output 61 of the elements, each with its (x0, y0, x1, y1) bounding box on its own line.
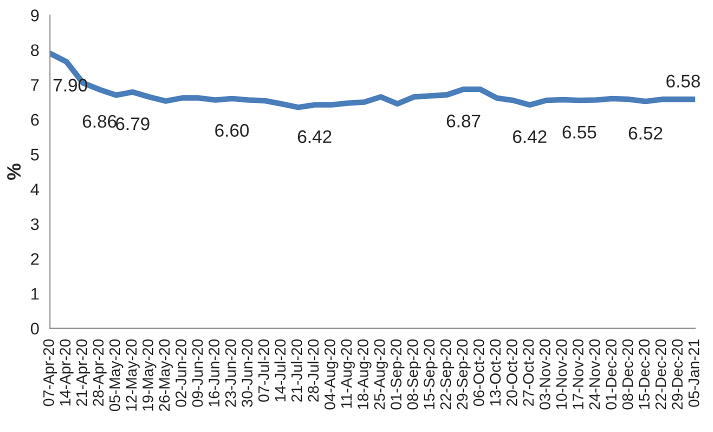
data-label: 6.52 (628, 126, 662, 140)
x-tick-label: 16-Jun-20 (208, 339, 220, 406)
x-tick-label: 08-Sep-20 (407, 339, 422, 410)
x-tick-label: 03-Nov-20 (540, 339, 550, 410)
y-tick-label: 7 (31, 79, 39, 91)
x-tick-label: 08-Dec-20 (622, 339, 634, 410)
x-tick-label: 12-May-20 (126, 339, 140, 411)
data-label: 6.42 (513, 130, 546, 144)
x-tick-label: 05-Jan-21 (688, 339, 700, 407)
data-label: 6.79 (116, 117, 150, 130)
x-tick-label: 20-Oct-20 (506, 339, 518, 406)
x-tick-label: 18-Aug-20 (358, 339, 372, 409)
data-label: 6.55 (562, 126, 596, 139)
y-axis-title: % (7, 164, 21, 180)
x-tick-label: 26-May-20 (159, 339, 173, 411)
x-tick-label: 15-Dec-20 (638, 339, 650, 409)
y-tick-label: 4 (30, 184, 40, 196)
x-tick-label: 28-Apr-20 (92, 339, 107, 406)
x-tick-label: 01-Dec-20 (606, 339, 617, 410)
x-tick-label: 05-May-20 (109, 339, 124, 412)
x-tick-label: 23-Jun-20 (225, 339, 236, 407)
x-tick-label: 06-Oct-20 (473, 339, 484, 406)
x-tick-label: 30-Jun-20 (242, 339, 253, 407)
x-tick-label: 13-Oct-20 (490, 339, 501, 406)
x-tick-label: 27-Oct-20 (523, 339, 534, 406)
x-tick-label: 24-Nov-20 (589, 339, 600, 410)
x-tick-label: 29-Sep-20 (456, 339, 471, 410)
x-tick-label: 22-Sep-20 (440, 339, 454, 410)
x-tick-label: 10-Nov-20 (556, 339, 567, 409)
x-tick-label: 28-Jul-20 (308, 339, 319, 402)
x-tick-label: 02-Jun-20 (176, 339, 186, 407)
y-tick-label: 9 (31, 10, 39, 22)
y-tick-label: 5 (30, 148, 39, 161)
x-tick-label: 01-Sep-20 (390, 339, 404, 410)
x-tick-label: 14-Apr-20 (60, 339, 74, 406)
x-tick-label: 04-Aug-20 (324, 339, 338, 410)
x-tick-label: 14-Jul-20 (274, 339, 286, 402)
data-label: 6.87 (446, 114, 480, 128)
x-tick-label: 21-Apr-20 (76, 339, 90, 406)
data-label: 7.90 (54, 78, 88, 92)
x-tick-label: 11-Aug-20 (341, 339, 355, 408)
data-label: 6.58 (666, 74, 700, 88)
data-label: 6.60 (215, 124, 249, 137)
x-tick-label: 07-Apr-20 (43, 339, 58, 406)
x-tick-label: 17-Nov-20 (572, 339, 584, 409)
x-tick-label: 09-Jun-20 (192, 339, 203, 407)
x-tick-label: 29-Dec-20 (672, 339, 683, 410)
x-tick-label: 07-Jul-20 (258, 339, 270, 402)
data-label: 6.42 (298, 130, 332, 144)
y-tick-label: 1 (31, 288, 39, 300)
x-tick-label: 22-Dec-20 (655, 339, 666, 410)
y-tick-label: 2 (31, 253, 39, 265)
x-tick-label: 21-Jul-20 (290, 339, 302, 402)
y-tick-label: 8 (30, 44, 39, 56)
x-tick-label: 15-Sep-20 (424, 339, 438, 409)
y-tick-label: 6 (31, 114, 39, 126)
x-tick-label: 25-Aug-20 (374, 339, 388, 410)
y-tick-label: 3 (30, 218, 39, 230)
x-tick-label: 19-May-20 (142, 339, 156, 411)
data-label: 6.86 (82, 114, 116, 128)
y-tick-label: 0 (30, 322, 39, 335)
